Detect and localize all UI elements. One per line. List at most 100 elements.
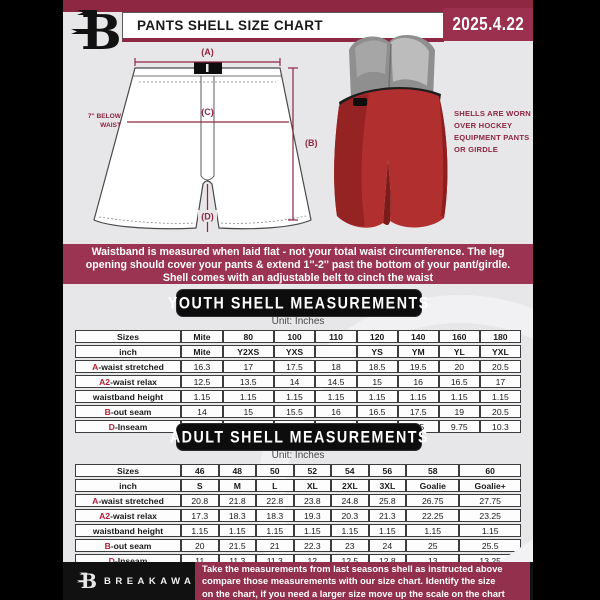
table-row: B-out seam 20 21.5 21 22.3 23 24 25 25.5 [75, 539, 521, 552]
table-cell: 1.15 [479, 390, 521, 403]
table-cell: S [181, 479, 219, 492]
table-cell: 1.15 [368, 524, 407, 537]
shell-note-line: OR GIRDLE [454, 145, 498, 154]
table-cell: 21.5 [218, 539, 257, 552]
table-cell: 60 [459, 464, 521, 477]
youth-heading-text: YOUTH SHELL MEASUREMENTS [168, 293, 430, 313]
table-cell: 14 [181, 405, 223, 418]
brand-name: BREAKAWAY [104, 575, 206, 587]
table-row: waistband height 1.15 1.15 1.15 1.15 1.15 1.15… [75, 524, 521, 537]
table-cell: 56 [368, 464, 407, 477]
table-row: A-waist stretched 16.3 17 17.5 18 18.5 19.5 20 2… [75, 360, 521, 373]
table-cell: 1.15 [181, 390, 223, 403]
row-label: Sizes [75, 464, 181, 477]
row-label: B-out seam [75, 539, 181, 552]
table-cell: YXS [273, 345, 316, 358]
dimension-label-b: (B) [305, 138, 318, 148]
breakaway-logo-icon: B [71, 5, 119, 59]
footer-brand: B BREAKAWAY [76, 569, 205, 593]
corner-notch-decoration [499, 539, 533, 562]
table-cell: M [218, 479, 257, 492]
footer-note-line: Take the measurements from last seasons … [202, 564, 503, 574]
table-cell: 17 [222, 360, 274, 373]
svg-text:B: B [81, 570, 96, 593]
table-cell: 110 [315, 330, 357, 343]
table-cell: 21.3 [368, 509, 407, 522]
table-cell: 23.8 [293, 494, 332, 507]
table-cell: 20 [181, 539, 219, 552]
table-cell: 16.5 [438, 375, 480, 388]
table-cell: 54 [331, 464, 369, 477]
table-cell: 22.3 [293, 539, 332, 552]
table-cell: 17.3 [181, 509, 219, 522]
table-cell: 15 [356, 375, 398, 388]
table-cell: 1.15 [222, 390, 274, 403]
table-cell: 1.15 [397, 390, 439, 403]
table-cell: 1.15 [273, 390, 316, 403]
size-chart-page: B PANTS SHELL SIZE CHART 2025.4.22 (A) (… [63, 0, 533, 600]
shell-note-line: OVER HOCKEY [454, 121, 513, 130]
breakaway-logo-footer-icon: B [76, 570, 96, 593]
table-cell: 1.15 [406, 524, 460, 537]
table-cell: 17 [479, 375, 521, 388]
table-cell: 20.3 [331, 509, 369, 522]
adult-heading-text: ADULT SHELL MEASUREMENTS [169, 427, 429, 447]
table-cell: 9.75 [438, 420, 480, 433]
table-cell: 50 [256, 464, 294, 477]
table-cell: 48 [218, 464, 257, 477]
table-cell: 1.15 [293, 524, 332, 537]
date-badge: 2025.4.22 [443, 8, 533, 41]
table-cell: 1.15 [256, 524, 294, 537]
table-cell: 16 [397, 375, 439, 388]
pants-measurement-diagram: (A) (B) (C) 7'' BELOW WAIST (D) [88, 47, 318, 232]
table-cell: YM [397, 345, 439, 358]
footer-bar: B BREAKAWAY Take the measurements from l… [63, 562, 533, 600]
table-cell: 22.25 [406, 509, 460, 522]
footer-instructions: Take the measurements from last seasons … [195, 562, 530, 600]
table-cell: Y2XS [222, 345, 274, 358]
table-cell: 180 [479, 330, 521, 343]
footer-note-line: on the chart, if you need a larger size … [202, 588, 505, 599]
row-label: inch [75, 345, 181, 358]
table-row: inch Mite Y2XS YXS YS YM YL YXL [75, 345, 521, 358]
table-row: Sizes 46 48 50 52 54 56 58 60 [75, 464, 521, 477]
table-cell: 58 [406, 464, 460, 477]
table-cell: 14.5 [315, 375, 357, 388]
hockey-shell-photo [334, 35, 448, 228]
banner-line: opening should cover your pants & extend… [85, 259, 511, 272]
shell-note: SHELLS ARE WORN OVER HOCKEY EQUIPMENT PA… [454, 108, 532, 156]
row-label: waistband height [75, 390, 181, 403]
table-cell: Goalie [406, 479, 460, 492]
table-cell: 52 [293, 464, 332, 477]
table-cell: YL [438, 345, 480, 358]
table-cell: 19.3 [293, 509, 332, 522]
table-cell: 20.5 [479, 405, 521, 418]
table-cell: YXL [479, 345, 521, 358]
table-cell: 80 [222, 330, 274, 343]
row-label: waistband height [75, 524, 181, 537]
adult-unit-label: Unit: Inches [271, 450, 325, 461]
youth-section-heading: YOUTH SHELL MEASUREMENTS [168, 289, 428, 317]
table-cell: 19.5 [397, 360, 439, 373]
table-cell: 25.8 [368, 494, 407, 507]
table-cell: 26.75 [406, 494, 460, 507]
table-cell: 1.15 [315, 390, 357, 403]
adult-measurements-table: Sizes 46 48 50 52 54 56 58 60 inch S M L XL 2XL 3XL Goal… [75, 462, 521, 569]
table-cell: 19 [438, 405, 480, 418]
table-cell: 3XL [368, 479, 407, 492]
table-cell: 10.3 [479, 420, 521, 433]
row-label: A2-waist relax [75, 509, 181, 522]
table-cell: 16 [315, 405, 357, 418]
table-cell: Goalie+ [459, 479, 521, 492]
footer-note-line: compare those measurements with our size… [202, 576, 496, 587]
table-cell: 1.15 [459, 524, 521, 537]
row-label: Sizes [75, 330, 181, 343]
below-waist-note-line1: 7'' BELOW [88, 113, 122, 120]
table-cell: 1.15 [438, 390, 480, 403]
table-cell: 17.5 [397, 405, 439, 418]
measurement-info-banner: Waistband is measured when laid flat - n… [63, 244, 533, 284]
table-cell: 22.8 [256, 494, 294, 507]
table-row: A2-waist relax 17.3 18.3 18.3 19.3 20.3 21.3 22… [75, 509, 521, 522]
table-cell: 18 [315, 360, 357, 373]
table-cell: 27.75 [459, 494, 521, 507]
